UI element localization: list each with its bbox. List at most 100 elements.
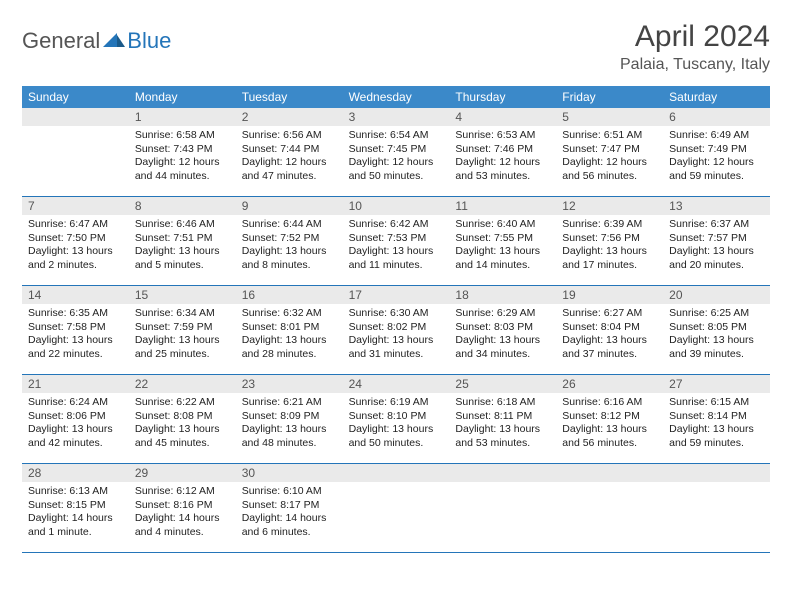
day-number: 27: [663, 375, 770, 393]
month-title: April 2024: [620, 20, 770, 54]
daylight-text: Daylight: 13 hours and 39 minutes.: [669, 334, 764, 361]
sunset-text: Sunset: 7:53 PM: [349, 232, 444, 246]
day-number: [556, 464, 663, 482]
day-content: Sunrise: 6:15 AMSunset: 8:14 PMDaylight:…: [663, 393, 770, 455]
daylight-text: Daylight: 13 hours and 56 minutes.: [562, 423, 657, 450]
sunset-text: Sunset: 8:08 PM: [135, 410, 230, 424]
sunset-text: Sunset: 8:01 PM: [242, 321, 337, 335]
daylight-text: Daylight: 13 hours and 17 minutes.: [562, 245, 657, 272]
day-content: Sunrise: 6:54 AMSunset: 7:45 PMDaylight:…: [343, 126, 450, 188]
day-number: 19: [556, 286, 663, 304]
day-content: Sunrise: 6:46 AMSunset: 7:51 PMDaylight:…: [129, 215, 236, 277]
sunrise-text: Sunrise: 6:13 AM: [28, 485, 123, 499]
day-content: [663, 482, 770, 542]
day-number: 3: [343, 108, 450, 126]
day-content: Sunrise: 6:27 AMSunset: 8:04 PMDaylight:…: [556, 304, 663, 366]
sunset-text: Sunset: 8:09 PM: [242, 410, 337, 424]
sunset-text: Sunset: 8:17 PM: [242, 499, 337, 513]
day-content: Sunrise: 6:49 AMSunset: 7:49 PMDaylight:…: [663, 126, 770, 188]
day-number: 5: [556, 108, 663, 126]
day-content: Sunrise: 6:18 AMSunset: 8:11 PMDaylight:…: [449, 393, 556, 455]
day-number: 23: [236, 375, 343, 393]
header: General Blue April 2024 Palaia, Tuscany,…: [22, 20, 770, 74]
day-number: 26: [556, 375, 663, 393]
day-header: Friday: [556, 86, 663, 108]
day-cell: [343, 464, 450, 552]
day-number: [449, 464, 556, 482]
day-number: 22: [129, 375, 236, 393]
day-cell: 2Sunrise: 6:56 AMSunset: 7:44 PMDaylight…: [236, 108, 343, 196]
daylight-text: Daylight: 12 hours and 44 minutes.: [135, 156, 230, 183]
location: Palaia, Tuscany, Italy: [620, 56, 770, 74]
day-content: Sunrise: 6:39 AMSunset: 7:56 PMDaylight:…: [556, 215, 663, 277]
sunrise-text: Sunrise: 6:12 AM: [135, 485, 230, 499]
day-cell: 13Sunrise: 6:37 AMSunset: 7:57 PMDayligh…: [663, 197, 770, 285]
day-number: 12: [556, 197, 663, 215]
day-cell: [22, 108, 129, 196]
day-cell: 30Sunrise: 6:10 AMSunset: 8:17 PMDayligh…: [236, 464, 343, 552]
sunrise-text: Sunrise: 6:22 AM: [135, 396, 230, 410]
daylight-text: Daylight: 13 hours and 53 minutes.: [455, 423, 550, 450]
day-cell: [449, 464, 556, 552]
day-number: 4: [449, 108, 556, 126]
logo-triangle-icon: [103, 33, 125, 51]
day-number: 25: [449, 375, 556, 393]
day-content: Sunrise: 6:19 AMSunset: 8:10 PMDaylight:…: [343, 393, 450, 455]
week-row: 28Sunrise: 6:13 AMSunset: 8:15 PMDayligh…: [22, 464, 770, 553]
daylight-text: Daylight: 13 hours and 25 minutes.: [135, 334, 230, 361]
day-number: 7: [22, 197, 129, 215]
day-number: 18: [449, 286, 556, 304]
day-cell: 16Sunrise: 6:32 AMSunset: 8:01 PMDayligh…: [236, 286, 343, 374]
day-number: 6: [663, 108, 770, 126]
sunrise-text: Sunrise: 6:51 AM: [562, 129, 657, 143]
day-number: 21: [22, 375, 129, 393]
day-content: Sunrise: 6:25 AMSunset: 8:05 PMDaylight:…: [663, 304, 770, 366]
day-cell: 21Sunrise: 6:24 AMSunset: 8:06 PMDayligh…: [22, 375, 129, 463]
sunrise-text: Sunrise: 6:56 AM: [242, 129, 337, 143]
day-cell: 7Sunrise: 6:47 AMSunset: 7:50 PMDaylight…: [22, 197, 129, 285]
daylight-text: Daylight: 13 hours and 5 minutes.: [135, 245, 230, 272]
day-header: Saturday: [663, 86, 770, 108]
day-content: [343, 482, 450, 542]
sunrise-text: Sunrise: 6:10 AM: [242, 485, 337, 499]
sunset-text: Sunset: 8:12 PM: [562, 410, 657, 424]
daylight-text: Daylight: 13 hours and 20 minutes.: [669, 245, 764, 272]
day-header: Thursday: [449, 86, 556, 108]
sunset-text: Sunset: 7:50 PM: [28, 232, 123, 246]
weeks-container: 1Sunrise: 6:58 AMSunset: 7:43 PMDaylight…: [22, 108, 770, 553]
sunrise-text: Sunrise: 6:47 AM: [28, 218, 123, 232]
day-content: Sunrise: 6:22 AMSunset: 8:08 PMDaylight:…: [129, 393, 236, 455]
day-cell: [556, 464, 663, 552]
sunrise-text: Sunrise: 6:21 AM: [242, 396, 337, 410]
sunset-text: Sunset: 8:15 PM: [28, 499, 123, 513]
day-content: [449, 482, 556, 542]
day-number: 8: [129, 197, 236, 215]
title-block: April 2024 Palaia, Tuscany, Italy: [620, 20, 770, 74]
daylight-text: Daylight: 14 hours and 4 minutes.: [135, 512, 230, 539]
daylight-text: Daylight: 13 hours and 50 minutes.: [349, 423, 444, 450]
day-cell: 3Sunrise: 6:54 AMSunset: 7:45 PMDaylight…: [343, 108, 450, 196]
sunset-text: Sunset: 7:47 PM: [562, 143, 657, 157]
daylight-text: Daylight: 14 hours and 6 minutes.: [242, 512, 337, 539]
week-row: 14Sunrise: 6:35 AMSunset: 7:58 PMDayligh…: [22, 286, 770, 375]
day-content: Sunrise: 6:29 AMSunset: 8:03 PMDaylight:…: [449, 304, 556, 366]
day-cell: 18Sunrise: 6:29 AMSunset: 8:03 PMDayligh…: [449, 286, 556, 374]
day-content: Sunrise: 6:58 AMSunset: 7:43 PMDaylight:…: [129, 126, 236, 188]
sunrise-text: Sunrise: 6:44 AM: [242, 218, 337, 232]
day-content: Sunrise: 6:42 AMSunset: 7:53 PMDaylight:…: [343, 215, 450, 277]
day-cell: 19Sunrise: 6:27 AMSunset: 8:04 PMDayligh…: [556, 286, 663, 374]
day-number: 11: [449, 197, 556, 215]
logo-text-blue: Blue: [127, 28, 171, 54]
day-cell: [663, 464, 770, 552]
day-content: Sunrise: 6:16 AMSunset: 8:12 PMDaylight:…: [556, 393, 663, 455]
day-cell: 1Sunrise: 6:58 AMSunset: 7:43 PMDaylight…: [129, 108, 236, 196]
daylight-text: Daylight: 13 hours and 48 minutes.: [242, 423, 337, 450]
day-cell: 6Sunrise: 6:49 AMSunset: 7:49 PMDaylight…: [663, 108, 770, 196]
day-number: 16: [236, 286, 343, 304]
day-header: Sunday: [22, 86, 129, 108]
sunrise-text: Sunrise: 6:46 AM: [135, 218, 230, 232]
day-content: Sunrise: 6:40 AMSunset: 7:55 PMDaylight:…: [449, 215, 556, 277]
day-content: Sunrise: 6:34 AMSunset: 7:59 PMDaylight:…: [129, 304, 236, 366]
daylight-text: Daylight: 13 hours and 34 minutes.: [455, 334, 550, 361]
day-content: Sunrise: 6:24 AMSunset: 8:06 PMDaylight:…: [22, 393, 129, 455]
